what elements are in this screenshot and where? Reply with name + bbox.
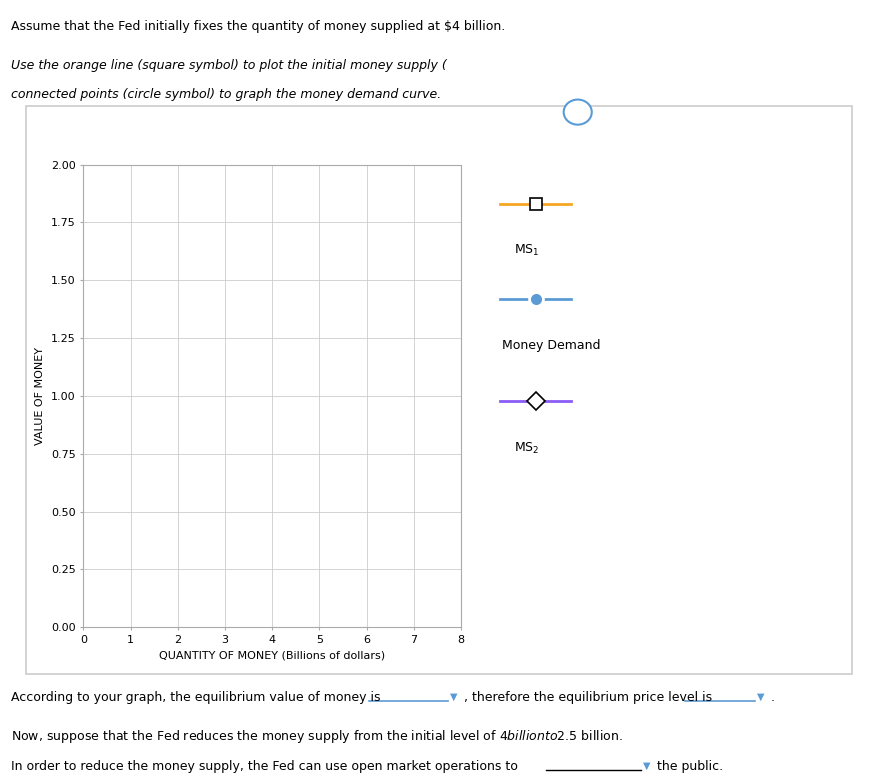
Text: the public.: the public. — [656, 760, 722, 774]
X-axis label: QUANTITY OF MONEY (Billions of dollars): QUANTITY OF MONEY (Billions of dollars) — [159, 651, 385, 660]
Text: .: . — [770, 691, 774, 705]
Text: , therefore the equilibrium price level is: , therefore the equilibrium price level … — [463, 691, 711, 705]
Text: Now, suppose that the Fed reduces the money supply from the initial level of $4 : Now, suppose that the Fed reduces the mo… — [11, 728, 622, 745]
Text: Assume that the Fed initially fixes the quantity of money supplied at $4 billion: Assume that the Fed initially fixes the … — [11, 20, 504, 33]
Text: MS$_1$: MS$_1$ — [513, 243, 538, 258]
Text: ▼: ▼ — [756, 691, 764, 702]
Text: ▼: ▼ — [642, 760, 650, 771]
Text: In order to reduce the money supply, the Fed can use open market operations to: In order to reduce the money supply, the… — [11, 760, 517, 774]
Y-axis label: VALUE OF MONEY: VALUE OF MONEY — [35, 347, 46, 445]
Text: According to your graph, the equilibrium value of money is: According to your graph, the equilibrium… — [11, 691, 380, 705]
Text: ?: ? — [574, 107, 581, 117]
Text: Money Demand: Money Demand — [502, 339, 600, 352]
Text: ▼: ▼ — [449, 691, 457, 702]
Text: Use the orange line (square symbol) to plot the initial money supply (: Use the orange line (square symbol) to p… — [11, 59, 446, 72]
Text: connected points (circle symbol) to graph the money demand curve.: connected points (circle symbol) to grap… — [11, 88, 440, 101]
Text: MS$_2$: MS$_2$ — [513, 441, 538, 456]
